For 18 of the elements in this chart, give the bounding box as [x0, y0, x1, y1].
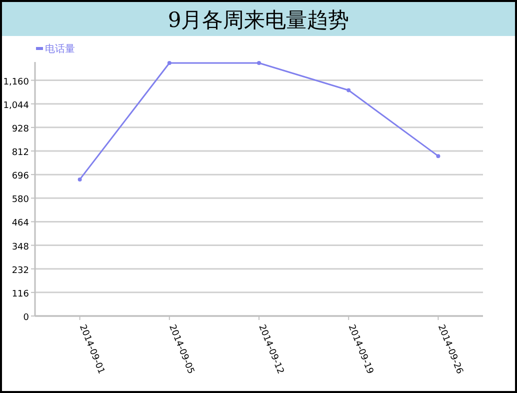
point: [346, 88, 351, 92]
y-tick-label: 464: [12, 218, 30, 229]
point: [436, 154, 440, 158]
y-tick-label: 580: [12, 195, 30, 206]
y-tick-label: 696: [12, 172, 30, 182]
y-tick-label: 348: [12, 242, 30, 252]
chart-title: 9月各周来电量趋势: [168, 8, 350, 32]
legend-label: 电话量: [45, 43, 75, 55]
point: [257, 61, 261, 66]
y-tick-label: 0: [23, 313, 30, 323]
y-tick-label: 232: [12, 266, 29, 276]
point: [78, 177, 82, 182]
y-tick-label: 116: [12, 289, 30, 300]
y-tick-label: 1,044: [3, 100, 30, 111]
y-tick-label: 928: [12, 124, 30, 134]
y-tick-label: 1,160: [3, 77, 30, 88]
point: [167, 61, 172, 66]
y-tick-label: 812: [12, 148, 29, 158]
